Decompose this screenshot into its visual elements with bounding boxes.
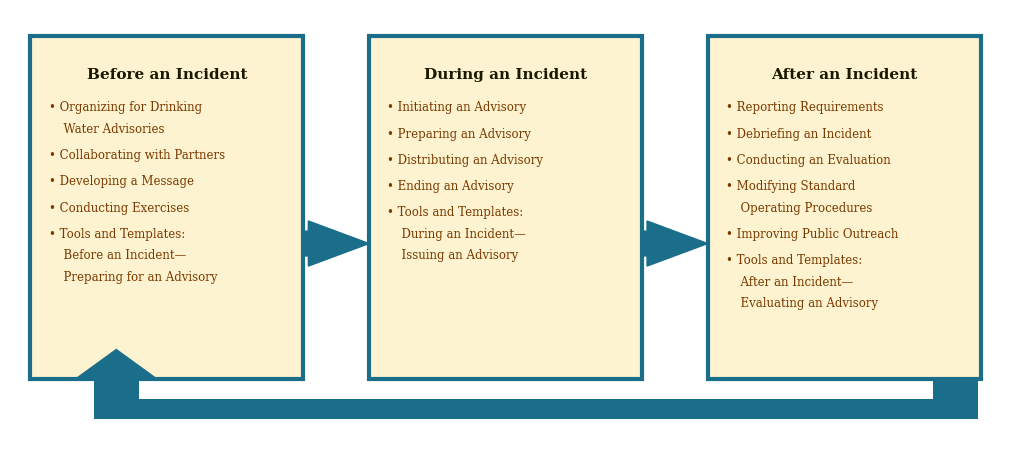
Text: Issuing an Advisory: Issuing an Advisory	[394, 249, 519, 262]
FancyBboxPatch shape	[30, 36, 303, 379]
Text: • Organizing for Drinking: • Organizing for Drinking	[49, 101, 201, 115]
Text: • Preparing an Advisory: • Preparing an Advisory	[387, 128, 531, 141]
Text: • Modifying Standard: • Modifying Standard	[726, 180, 855, 193]
Text: During an Incident—: During an Incident—	[394, 228, 526, 241]
Text: Operating Procedures: Operating Procedures	[733, 202, 872, 215]
Polygon shape	[303, 221, 369, 266]
FancyBboxPatch shape	[932, 379, 979, 419]
Text: • Ending an Advisory: • Ending an Advisory	[387, 180, 514, 193]
Text: Before an Incident—: Before an Incident—	[56, 249, 186, 262]
Text: • Conducting an Evaluation: • Conducting an Evaluation	[726, 154, 891, 167]
Text: Preparing for an Advisory: Preparing for an Advisory	[56, 271, 217, 284]
Text: During an Incident: During an Incident	[424, 68, 587, 82]
Text: • Tools and Templates:: • Tools and Templates:	[726, 254, 862, 267]
Polygon shape	[642, 221, 708, 266]
Text: • Reporting Requirements: • Reporting Requirements	[726, 101, 884, 115]
FancyBboxPatch shape	[93, 379, 140, 419]
Text: After an Incident: After an Incident	[771, 68, 917, 82]
Text: • Distributing an Advisory: • Distributing an Advisory	[387, 154, 543, 167]
Polygon shape	[76, 350, 157, 379]
Text: • Initiating an Advisory: • Initiating an Advisory	[387, 101, 527, 115]
Text: • Tools and Templates:: • Tools and Templates:	[49, 228, 185, 241]
Text: • Collaborating with Partners: • Collaborating with Partners	[49, 149, 224, 162]
Text: After an Incident—: After an Incident—	[733, 276, 853, 289]
FancyBboxPatch shape	[708, 36, 981, 379]
Text: Evaluating an Advisory: Evaluating an Advisory	[733, 297, 879, 310]
Text: • Improving Public Outreach: • Improving Public Outreach	[726, 228, 898, 241]
Text: • Debriefing an Incident: • Debriefing an Incident	[726, 128, 871, 141]
Text: Before an Incident: Before an Incident	[87, 68, 247, 82]
Text: • Tools and Templates:: • Tools and Templates:	[387, 206, 524, 219]
Text: • Developing a Message: • Developing a Message	[49, 175, 193, 189]
FancyBboxPatch shape	[93, 399, 979, 419]
FancyBboxPatch shape	[369, 36, 642, 379]
Text: • Conducting Exercises: • Conducting Exercises	[49, 202, 189, 215]
Text: Water Advisories: Water Advisories	[56, 123, 164, 136]
